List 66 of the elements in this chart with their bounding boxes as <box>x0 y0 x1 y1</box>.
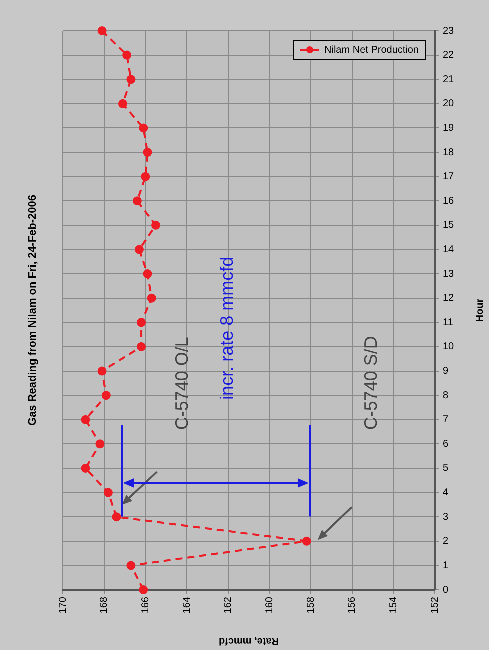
y-tick-label: 6 <box>443 438 449 450</box>
y-tick-label: 0 <box>443 584 449 596</box>
y-tick-label: 1 <box>443 560 449 572</box>
point <box>143 270 152 279</box>
point <box>302 536 312 546</box>
y-tick-label: 15 <box>443 220 455 232</box>
point <box>102 391 111 400</box>
x-tick-label: 168 <box>99 596 110 614</box>
legend-label: Nilam Net Production <box>324 44 419 56</box>
annotation: incr. rate 8 mmcfd <box>217 256 238 400</box>
x-axis-title: Rate, mmcfd <box>218 635 280 646</box>
annotation: C-5740 O/L <box>172 337 192 430</box>
point <box>118 99 128 108</box>
x-tick-label: 170 <box>58 596 69 614</box>
y-tick-label: 4 <box>443 488 449 499</box>
y-tick-label: 9 <box>443 366 449 378</box>
point <box>81 415 90 424</box>
point <box>81 464 90 473</box>
y-tick-label: 11 <box>443 317 454 328</box>
point <box>132 196 142 206</box>
point <box>139 586 148 594</box>
y-tick-label: 21 <box>443 74 455 86</box>
legend: Nilam Net Production <box>292 40 426 60</box>
y-tick-label: 7 <box>443 414 449 426</box>
annotation: C-5740 S/D <box>361 336 382 430</box>
point <box>143 148 152 158</box>
x-tick-label: 166 <box>140 596 152 614</box>
y-tick-label: 2 <box>443 536 449 548</box>
y-tick-label: 20 <box>443 98 455 110</box>
y-tick-label: 22 <box>443 50 455 62</box>
point <box>96 440 105 449</box>
x-tick-label: 156 <box>347 596 358 614</box>
point <box>104 488 113 498</box>
point <box>126 561 136 570</box>
x-tick-label: 154 <box>388 596 400 614</box>
y-tick-label: 8 <box>443 390 449 402</box>
y-tick-label: 14 <box>443 244 455 256</box>
point <box>139 124 148 133</box>
x-tick-label: 162 <box>223 596 234 614</box>
y-tick-label: 3 <box>443 512 449 523</box>
y-tick-label: 5 <box>443 463 449 474</box>
x-tick-label: 160 <box>264 596 276 614</box>
point <box>141 172 150 182</box>
y-axis-title: Hour <box>474 298 486 322</box>
point <box>147 294 156 303</box>
y-tick-label: 18 <box>443 147 455 158</box>
point <box>152 220 160 230</box>
point <box>137 342 146 352</box>
x-tick-label: 158 <box>306 596 317 614</box>
y-tick-label: 17 <box>443 172 455 183</box>
point <box>98 366 107 376</box>
y-tick-label: 23 <box>443 26 455 37</box>
point <box>137 318 146 328</box>
x-tick-label: 164 <box>182 596 193 614</box>
y-tick-label: 19 <box>443 122 455 134</box>
point <box>122 50 132 60</box>
text: Gas Reading from Nilam on Fri, 24-Feb-2006 <box>27 194 40 426</box>
y-tick-label: 12 <box>443 293 455 304</box>
y-tick-label: 10 <box>443 342 455 353</box>
y-tick-label: 13 <box>443 268 455 280</box>
y-tick-label: 16 <box>443 196 455 207</box>
x-tick-label: 152 <box>430 596 441 614</box>
point <box>126 75 136 84</box>
point <box>134 245 144 254</box>
point <box>112 512 122 522</box>
point <box>98 26 107 36</box>
